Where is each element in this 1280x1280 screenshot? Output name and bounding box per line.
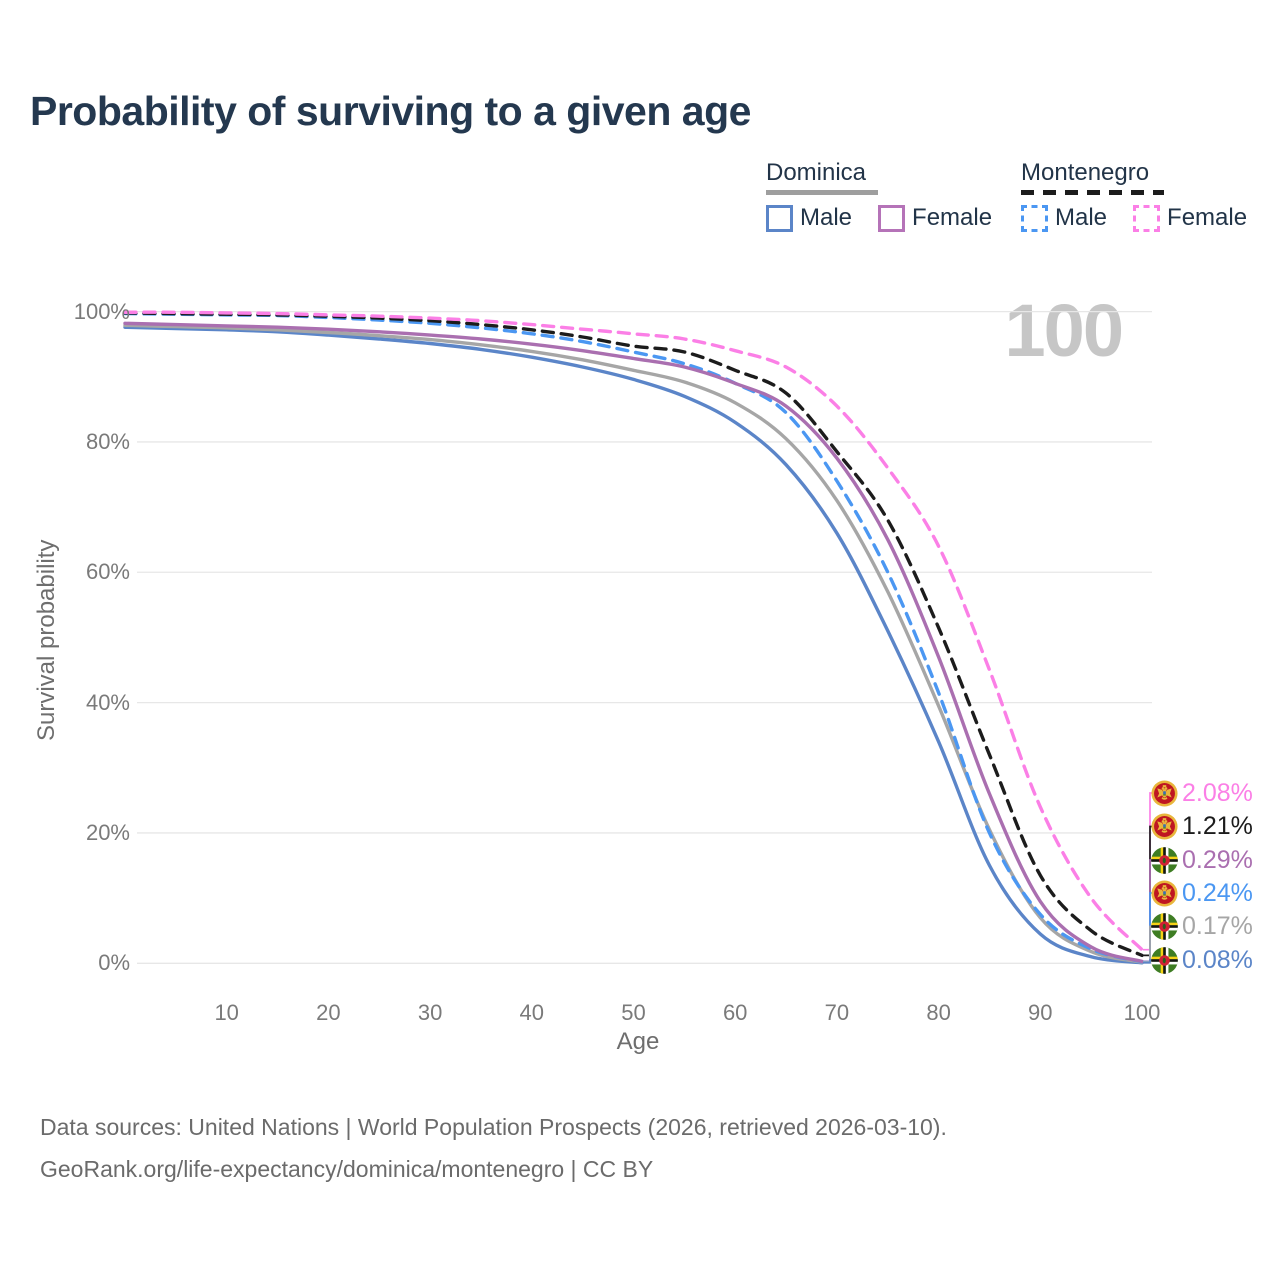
y-axis-title: Survival probability (33, 539, 60, 741)
x-tick-label: 10 (214, 1000, 239, 1025)
legend-item-label: Male (800, 204, 853, 232)
x-tick-label: 50 (621, 1000, 646, 1025)
montenegro-flag-icon (1151, 779, 1178, 807)
legend-underline-dashed (1021, 190, 1164, 196)
legend-item-label: Female (912, 204, 993, 232)
end-value-label: 0.08% (1182, 945, 1253, 974)
series-line-montenegro-female[interactable] (123, 310, 1144, 952)
dominica-flag-icon (1151, 913, 1178, 940)
montenegro-flag-icon (1151, 813, 1178, 840)
series-line-montenegro-male[interactable] (123, 311, 1144, 964)
end-value-label: 0.29% (1182, 845, 1253, 874)
montenegro-flag-icon (1151, 879, 1178, 907)
legend-swatch-dominica-male[interactable] (766, 204, 793, 232)
legend-swatch-montenegro-female[interactable] (1133, 204, 1161, 232)
legend-group-title-montenegro: Montenegro (1021, 159, 1150, 186)
data-source-footer: Data sources: United Nations | World Pop… (40, 1106, 947, 1190)
legend-item-label: Male (1055, 204, 1108, 232)
x-axis-title: Age (616, 1028, 660, 1055)
legend-item-montenegro-female[interactable]: Female (1133, 204, 1247, 232)
end-value-label: 0.17% (1182, 912, 1253, 940)
y-tick-label: 80% (85, 428, 130, 454)
y-tick-label: 40% (85, 689, 130, 715)
end-label-row-montenegro: 1.21% (1151, 812, 1253, 841)
dominica-flag-icon (1151, 946, 1178, 974)
x-tick-label: 30 (417, 1000, 443, 1025)
end-label-row-montenegro-female: 2.08% (1151, 779, 1253, 807)
end-label-row-dominica-female: 0.29% (1151, 846, 1253, 874)
end-value-label: 0.24% (1182, 878, 1253, 907)
legend-item-dominica-female[interactable]: Female (878, 204, 992, 232)
legend-group-montenegro: Montenegro Male Female (1021, 159, 1247, 232)
page-title: Probability of surviving to a given age (30, 88, 751, 134)
legend-item-dominica-male[interactable]: Male (766, 204, 852, 232)
footer-sources-line: Data sources: United Nations | World Pop… (40, 1114, 947, 1140)
legend-item-label: Female (1167, 204, 1248, 232)
series-line-dominica-male[interactable] (123, 325, 1144, 965)
x-tick-label: 90 (1028, 1000, 1053, 1025)
end-label-row-dominica: 0.17% (1151, 912, 1253, 941)
legend-underline-solid (766, 190, 878, 196)
watermark-100: 100 (1004, 289, 1124, 372)
x-tick-label: 70 (824, 1000, 850, 1025)
y-tick-label: 60% (85, 559, 130, 585)
y-tick-label: 100% (73, 298, 130, 324)
x-tick-label: 20 (316, 1000, 341, 1025)
dominica-flag-icon (1151, 846, 1178, 874)
footer-link-line: GeoRank.org/life-expectancy/dominica/mon… (40, 1156, 654, 1182)
legend-swatch-montenegro-male[interactable] (1021, 204, 1048, 232)
series-line-dominica-female[interactable] (123, 321, 1144, 964)
legend-swatch-dominica-female[interactable] (878, 204, 906, 232)
end-label-row-montenegro-male: 0.24% (1151, 879, 1253, 907)
y-tick-label: 0% (98, 950, 130, 976)
legend-group-dominica: Dominica Male Female (766, 159, 992, 232)
end-value-label: 2.08% (1182, 778, 1253, 807)
y-tick-label: 20% (85, 819, 130, 845)
legend-item-montenegro-male[interactable]: Male (1021, 204, 1107, 232)
end-label-row-dominica-male: 0.08% (1151, 946, 1253, 974)
x-tick-label: 60 (722, 1000, 748, 1025)
x-tick-label: 80 (926, 1000, 951, 1025)
x-tick-label: 40 (519, 1000, 545, 1025)
x-tick-label: 100 (1123, 1000, 1161, 1025)
end-value-label: 1.21% (1182, 812, 1253, 840)
legend-group-title-dominica: Dominica (766, 159, 867, 186)
series-line-montenegro[interactable] (123, 311, 1144, 958)
